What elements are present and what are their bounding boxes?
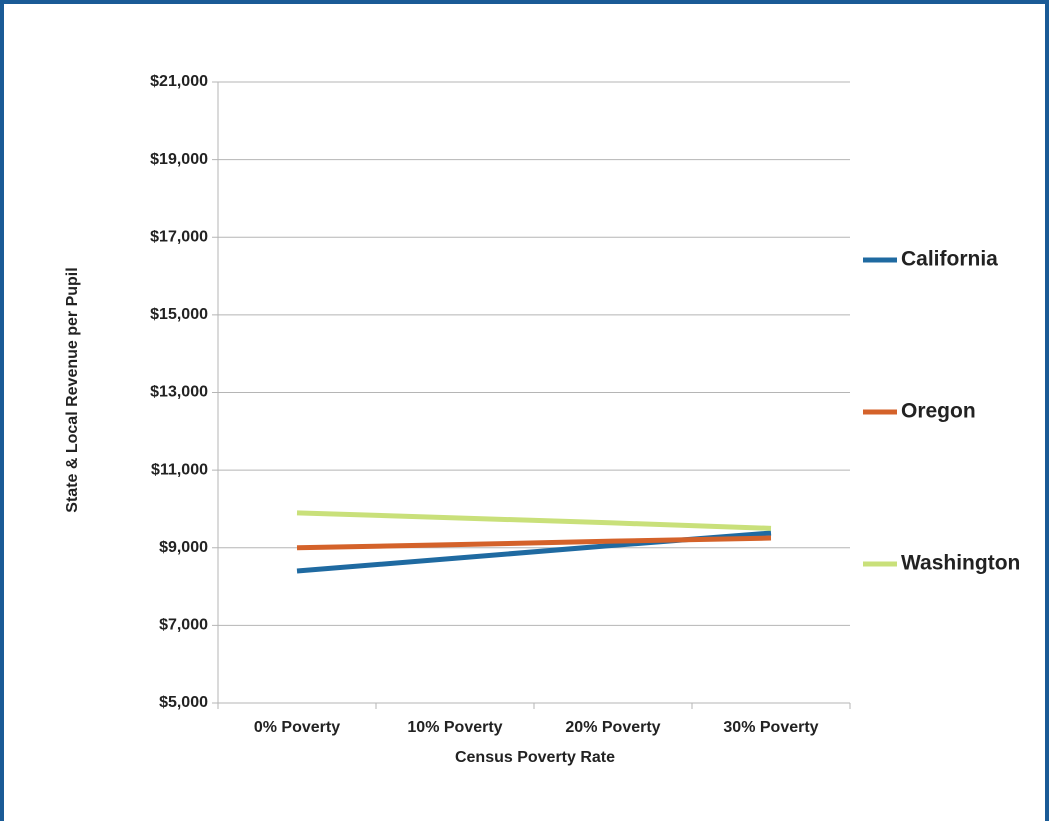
y-axis-label: State & Local Revenue per Pupil [64, 267, 81, 512]
y-tick-label: $17,000 [150, 228, 208, 245]
y-tick-label: $15,000 [150, 306, 208, 323]
y-tick-label: $21,000 [150, 73, 208, 90]
y-tick-label: $13,000 [150, 384, 208, 401]
y-tick-label: $5,000 [159, 694, 208, 711]
legend-label: California [901, 248, 998, 271]
legend-label: Washington [901, 552, 1020, 575]
y-tick-label: $7,000 [159, 617, 208, 634]
y-tick-label: $9,000 [159, 539, 208, 556]
x-tick-label: 10% Poverty [407, 719, 502, 736]
x-axis-label: Census Poverty Rate [455, 749, 615, 766]
x-tick-label: 20% Poverty [565, 719, 660, 736]
y-tick-label: $11,000 [151, 461, 208, 478]
x-tick-label: 30% Poverty [723, 719, 818, 736]
x-tick-label: 0% Poverty [254, 719, 340, 736]
y-tick-label: $19,000 [150, 151, 208, 168]
series-line [296, 510, 772, 531]
series-line [296, 535, 772, 551]
legend-label: Oregon [901, 400, 976, 423]
